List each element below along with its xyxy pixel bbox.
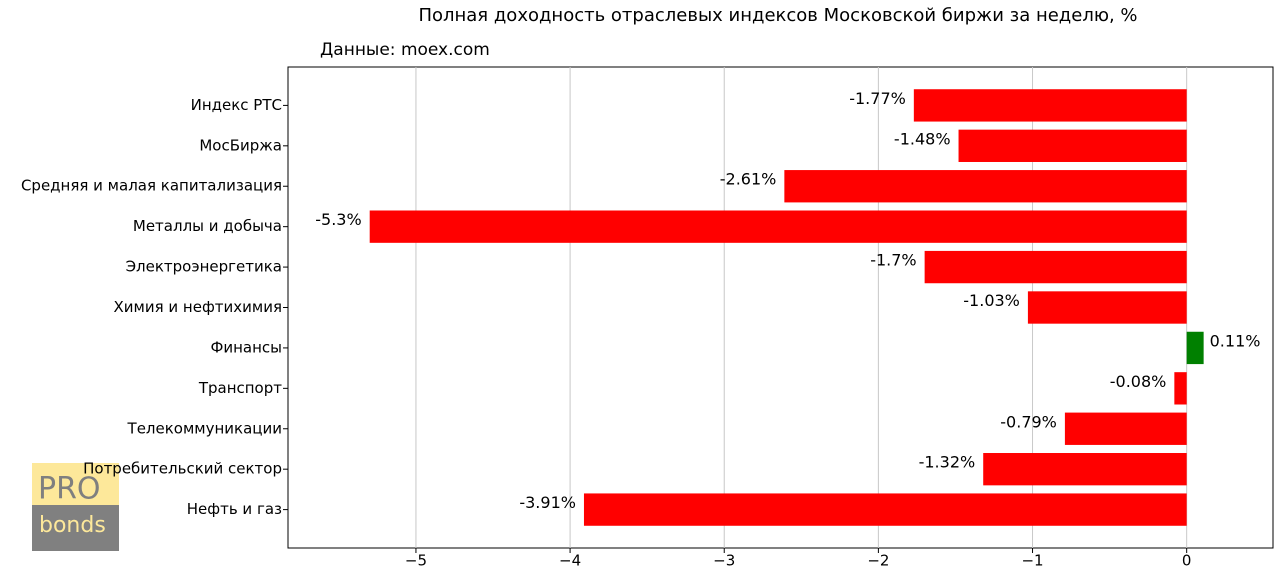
value-label: -1.77%	[849, 89, 906, 108]
bar	[913, 89, 1187, 122]
x-tick-label: −1	[1021, 552, 1043, 570]
chart-title: Полная доходность отраслевых индексов Мо…	[418, 5, 1137, 26]
value-label: -1.03%	[963, 291, 1020, 310]
y-tick-label: Нефть и газ	[187, 500, 282, 518]
bar	[1027, 291, 1187, 324]
y-tick-label: Финансы	[210, 338, 282, 356]
value-label: -1.48%	[894, 129, 951, 148]
y-tick-label: Средняя и малая капитализация	[21, 177, 282, 195]
y-tick-label: Транспорт	[198, 379, 282, 397]
y-tick-label: Химия и нефтихимия	[114, 298, 282, 316]
logo-top-box	[32, 463, 119, 505]
value-label: -0.79%	[1000, 412, 1057, 431]
bar	[958, 129, 1187, 162]
value-label: -2.61%	[720, 170, 777, 189]
x-tick-label: −2	[867, 552, 889, 570]
x-tick-label: −4	[559, 552, 581, 570]
bar	[924, 250, 1187, 284]
y-tick-label: Телекоммуникации	[127, 419, 282, 437]
y-tick-label: Индекс РТС	[191, 96, 282, 114]
value-label: -1.32%	[919, 453, 976, 472]
value-label: -5.3%	[315, 210, 361, 229]
chart-subtitle: Данные: moex.com	[320, 40, 490, 60]
bar	[1064, 412, 1187, 445]
y-tick-label: Потребительский сектор	[83, 460, 282, 478]
bar	[983, 453, 1187, 486]
bar	[583, 493, 1187, 526]
x-tick-label: −3	[713, 552, 735, 570]
value-label: -0.08%	[1110, 372, 1167, 391]
value-label: -1.7%	[870, 251, 916, 270]
logo-bottom-box	[32, 505, 119, 551]
value-label: 0.11%	[1210, 331, 1261, 350]
x-tick-label: −5	[405, 552, 427, 570]
bar	[369, 210, 1187, 243]
x-tick-label: 0	[1182, 552, 1192, 570]
y-tick-label: МосБиржа	[199, 136, 282, 154]
bar	[784, 170, 1187, 203]
logo-top: PRO	[38, 472, 101, 507]
logo-bottom: bonds	[39, 513, 106, 538]
y-tick-label: Электроэнергетика	[126, 258, 282, 276]
bar	[1174, 372, 1187, 405]
bar	[1186, 331, 1204, 365]
value-label: -3.91%	[519, 493, 576, 512]
y-tick-label: Металлы и добыча	[133, 217, 282, 235]
logo: PRO bonds	[32, 463, 119, 551]
